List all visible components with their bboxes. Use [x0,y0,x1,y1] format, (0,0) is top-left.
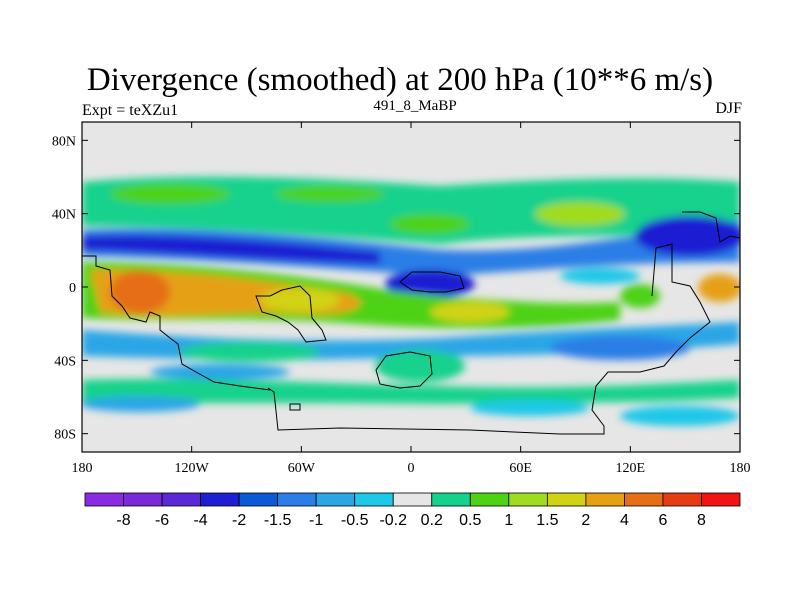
lon-tick-label: 0 [408,461,415,476]
colorbar-swatch [662,492,702,507]
colorbar-label: 6 [658,512,667,529]
colorbar-label: 1 [504,512,513,529]
colorbar-label: 8 [697,512,706,529]
colorbar-swatch [84,492,124,507]
colorbar-swatch [354,492,394,507]
colorbar-swatch [624,492,664,507]
lat-tick-label: 80N [52,134,76,149]
colorbar-swatch [585,492,625,507]
lat-tick-label: 40N [52,208,76,223]
lon-tick-label: 180 [72,461,93,476]
lat-tick-label: 40S [54,354,76,369]
colorbar-label: 1.5 [536,512,558,529]
run-label: 491_8_MaBP [373,98,457,114]
colorbar-swatch [238,492,279,507]
map-title: Divergence (smoothed) at 200 hPa (10**6 … [86,62,714,98]
continent-outlines [82,211,740,435]
colorbar-swatch [123,492,163,507]
colorbar-swatch [508,492,548,507]
lat-tick-label: 80S [54,428,76,443]
longitude-axis: 180 120W 60W 0 60E 120E 180 [72,122,751,476]
lon-tick-label: 180 [730,461,751,476]
colorbar-swatch [392,492,433,507]
colorbar-swatch [315,492,356,507]
colorbar-label: -1 [309,512,323,529]
divergence-field [82,122,740,452]
colorbar: -8 -6 -4 -2 -1.5 -1 -0.5 -0.2 0.2 0.5 1 1.5 2 4 6 8 [84,492,741,529]
colorbar-label: 2 [581,512,590,529]
colorbar-swatch [469,492,510,507]
colorbar-label: -0.2 [379,512,407,529]
colorbar-label: -1.5 [264,512,292,529]
colorbar-label: -0.5 [341,512,369,529]
colorbar-label: -2 [232,512,246,529]
colorbar-label: -8 [116,512,130,529]
colorbar-label: 0.2 [421,512,443,529]
lon-tick-label: 120E [616,461,646,476]
season-label: DJF [715,100,742,117]
colorbar-swatch [161,492,201,507]
colorbar-label: -6 [155,512,169,529]
lon-tick-label: 120W [175,461,210,476]
colorbar-swatch [701,492,741,507]
colorbar-swatch [277,492,317,507]
lon-tick-label: 60E [509,461,532,476]
lon-tick-label: 60W [288,461,316,476]
colorbar-swatch [200,492,240,507]
lat-tick-label: 0 [69,281,76,296]
latitude-axis: 80N 40N 0 40S 80S [52,134,740,443]
colorbar-label: 4 [620,512,629,529]
colorbar-swatch [546,492,587,507]
colorbar-label: -4 [193,512,207,529]
colorbar-swatch [431,492,471,507]
experiment-label: Expt = teXZu1 [82,102,179,119]
colorbar-label: 0.5 [459,512,481,529]
